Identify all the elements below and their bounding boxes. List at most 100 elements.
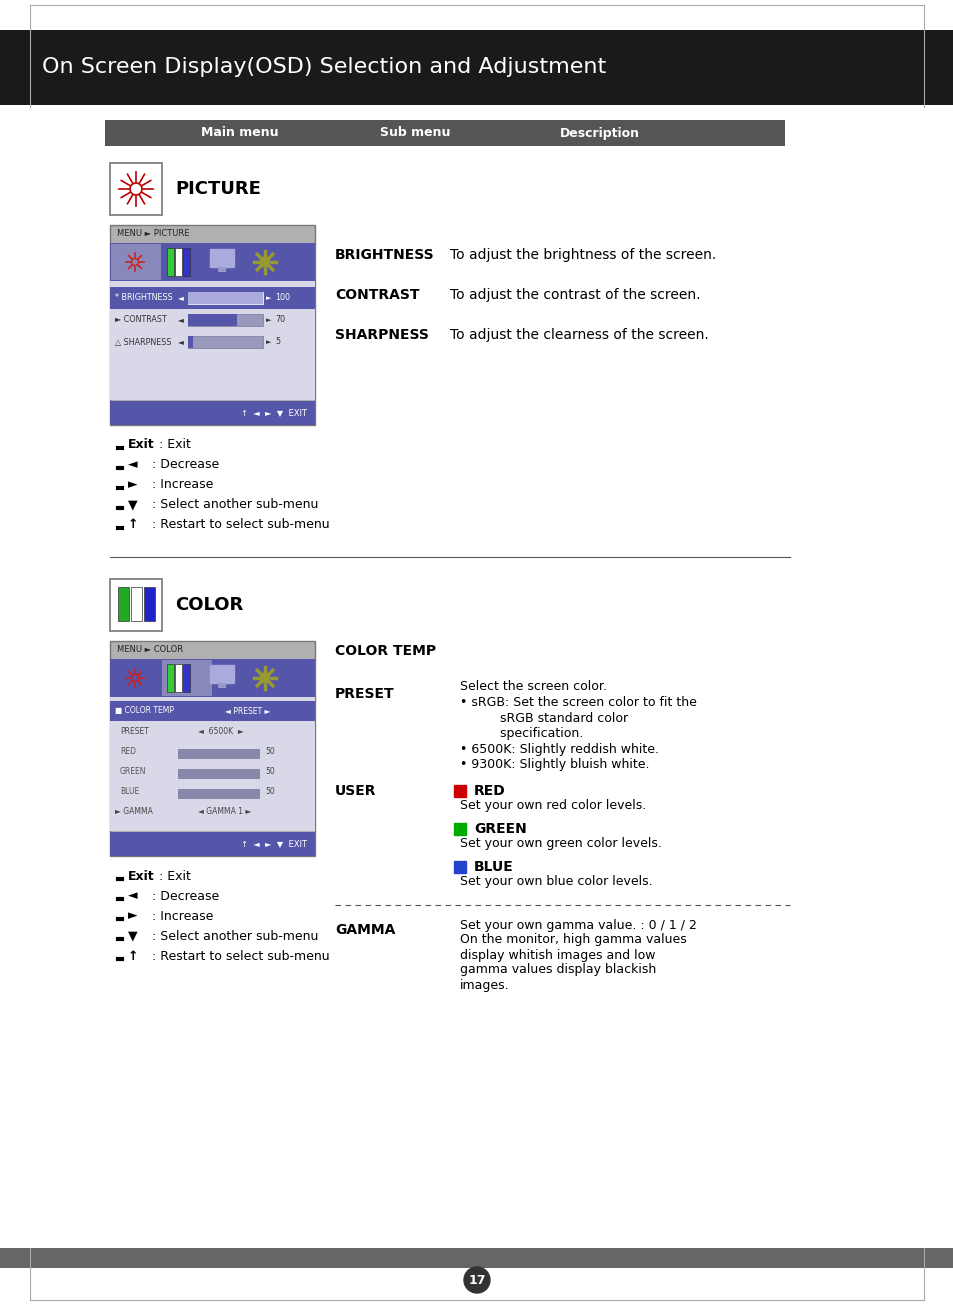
FancyBboxPatch shape (131, 587, 142, 621)
Text: Description: Description (559, 127, 639, 140)
Text: ■ COLOR TEMP: ■ COLOR TEMP (115, 706, 173, 715)
Text: ↑  ◄  ►  ▼  EXIT: ↑ ◄ ► ▼ EXIT (241, 408, 307, 418)
Text: ◄ PRESET ►: ◄ PRESET ► (225, 706, 270, 715)
Text: Exit: Exit (128, 438, 154, 452)
Text: ► GAMMA: ► GAMMA (115, 808, 152, 817)
Text: ►: ► (128, 479, 137, 492)
Text: gamma values display blackish: gamma values display blackish (459, 963, 656, 976)
Text: Set your own red color levels.: Set your own red color levels. (459, 800, 645, 813)
FancyBboxPatch shape (167, 248, 173, 275)
FancyBboxPatch shape (110, 697, 314, 831)
Text: On the monitor, high gamma values: On the monitor, high gamma values (459, 933, 686, 946)
Text: : Select another sub-menu: : Select another sub-menu (148, 929, 318, 942)
FancyBboxPatch shape (118, 587, 129, 621)
Text: ► CONTRAST: ► CONTRAST (115, 316, 167, 325)
Text: Select the screen color.: Select the screen color. (459, 680, 606, 693)
Text: COLOR TEMP: COLOR TEMP (335, 643, 436, 658)
Text: PICTURE: PICTURE (174, 180, 260, 198)
FancyBboxPatch shape (111, 244, 161, 281)
Text: 17: 17 (468, 1274, 485, 1287)
Text: • sRGB: Set the screen color to fit the: • sRGB: Set the screen color to fit the (459, 696, 696, 709)
Text: Sub menu: Sub menu (379, 127, 450, 140)
Text: GAMMA: GAMMA (335, 923, 395, 937)
FancyBboxPatch shape (110, 163, 162, 215)
Text: RED: RED (120, 748, 136, 757)
FancyBboxPatch shape (174, 664, 182, 692)
Text: 50: 50 (265, 767, 274, 776)
FancyBboxPatch shape (188, 315, 236, 326)
Text: : Increase: : Increase (148, 479, 213, 492)
Text: Set your own green color levels.: Set your own green color levels. (459, 838, 661, 851)
Text: PRESET: PRESET (120, 727, 149, 736)
Text: : Exit: : Exit (154, 869, 191, 882)
Text: 100: 100 (274, 294, 290, 303)
FancyBboxPatch shape (178, 790, 260, 799)
FancyBboxPatch shape (210, 249, 233, 268)
Text: BLUE: BLUE (474, 860, 514, 874)
Text: • 9300K: Slightly bluish white.: • 9300K: Slightly bluish white. (459, 758, 649, 771)
FancyBboxPatch shape (162, 660, 212, 696)
Text: : Decrease: : Decrease (148, 890, 219, 903)
Text: 70: 70 (274, 316, 285, 325)
Text: ↑: ↑ (128, 518, 138, 531)
Text: ▼: ▼ (128, 929, 137, 942)
FancyBboxPatch shape (188, 335, 263, 348)
Text: ↑: ↑ (128, 950, 138, 963)
Text: MENU ► PICTURE: MENU ► PICTURE (117, 230, 190, 239)
Text: PRESET: PRESET (335, 686, 395, 701)
Text: ▼: ▼ (128, 499, 137, 512)
FancyBboxPatch shape (110, 401, 314, 425)
FancyBboxPatch shape (188, 335, 193, 348)
FancyBboxPatch shape (183, 664, 190, 692)
Text: Exit: Exit (128, 869, 154, 882)
Text: On Screen Display(OSD) Selection and Adjustment: On Screen Display(OSD) Selection and Adj… (42, 57, 605, 77)
FancyBboxPatch shape (110, 641, 314, 856)
Text: 5: 5 (274, 338, 280, 347)
FancyBboxPatch shape (110, 287, 314, 309)
FancyBboxPatch shape (110, 833, 314, 856)
Text: GREEN: GREEN (120, 767, 147, 776)
Text: To adjust the clearness of the screen.: To adjust the clearness of the screen. (450, 328, 708, 342)
Circle shape (260, 257, 270, 268)
FancyBboxPatch shape (105, 120, 784, 146)
Text: ►: ► (266, 295, 271, 301)
Text: Main menu: Main menu (201, 127, 278, 140)
Text: SHARPNESS: SHARPNESS (335, 328, 429, 342)
Text: △ SHARPNESS: △ SHARPNESS (115, 338, 172, 347)
FancyBboxPatch shape (110, 659, 314, 697)
FancyBboxPatch shape (110, 579, 162, 632)
Text: ◄: ◄ (128, 458, 137, 471)
Text: To adjust the contrast of the screen.: To adjust the contrast of the screen. (450, 288, 700, 301)
Text: : Increase: : Increase (148, 910, 213, 923)
FancyBboxPatch shape (174, 248, 182, 275)
Text: display whitish images and low: display whitish images and low (459, 949, 655, 962)
FancyBboxPatch shape (110, 281, 314, 401)
Text: sRGB standard color: sRGB standard color (459, 711, 627, 724)
Text: CONTRAST: CONTRAST (335, 288, 419, 301)
FancyBboxPatch shape (110, 224, 314, 425)
Text: specification.: specification. (459, 727, 582, 740)
FancyBboxPatch shape (167, 664, 173, 692)
FancyBboxPatch shape (178, 749, 260, 760)
Text: : Restart to select sub-menu: : Restart to select sub-menu (148, 950, 330, 963)
FancyBboxPatch shape (210, 666, 233, 683)
FancyBboxPatch shape (178, 769, 260, 779)
FancyBboxPatch shape (188, 292, 263, 304)
Text: Set your own gamma value. : 0 / 1 / 2: Set your own gamma value. : 0 / 1 / 2 (459, 919, 696, 932)
Text: Set your own blue color levels.: Set your own blue color levels. (459, 876, 652, 889)
FancyBboxPatch shape (110, 243, 314, 281)
Text: ◄: ◄ (128, 890, 137, 903)
Text: ◄: ◄ (178, 316, 184, 325)
Text: GREEN: GREEN (474, 822, 526, 837)
Text: ►: ► (128, 910, 137, 923)
FancyBboxPatch shape (0, 30, 953, 104)
FancyBboxPatch shape (218, 268, 226, 271)
Text: : Select another sub-menu: : Select another sub-menu (148, 499, 318, 512)
Text: ◄: ◄ (178, 338, 184, 347)
Text: images.: images. (459, 979, 509, 992)
Text: ►: ► (266, 339, 271, 345)
Text: 50: 50 (265, 748, 274, 757)
Text: USER: USER (335, 784, 376, 797)
Circle shape (463, 1267, 490, 1293)
Text: ►: ► (266, 317, 271, 324)
